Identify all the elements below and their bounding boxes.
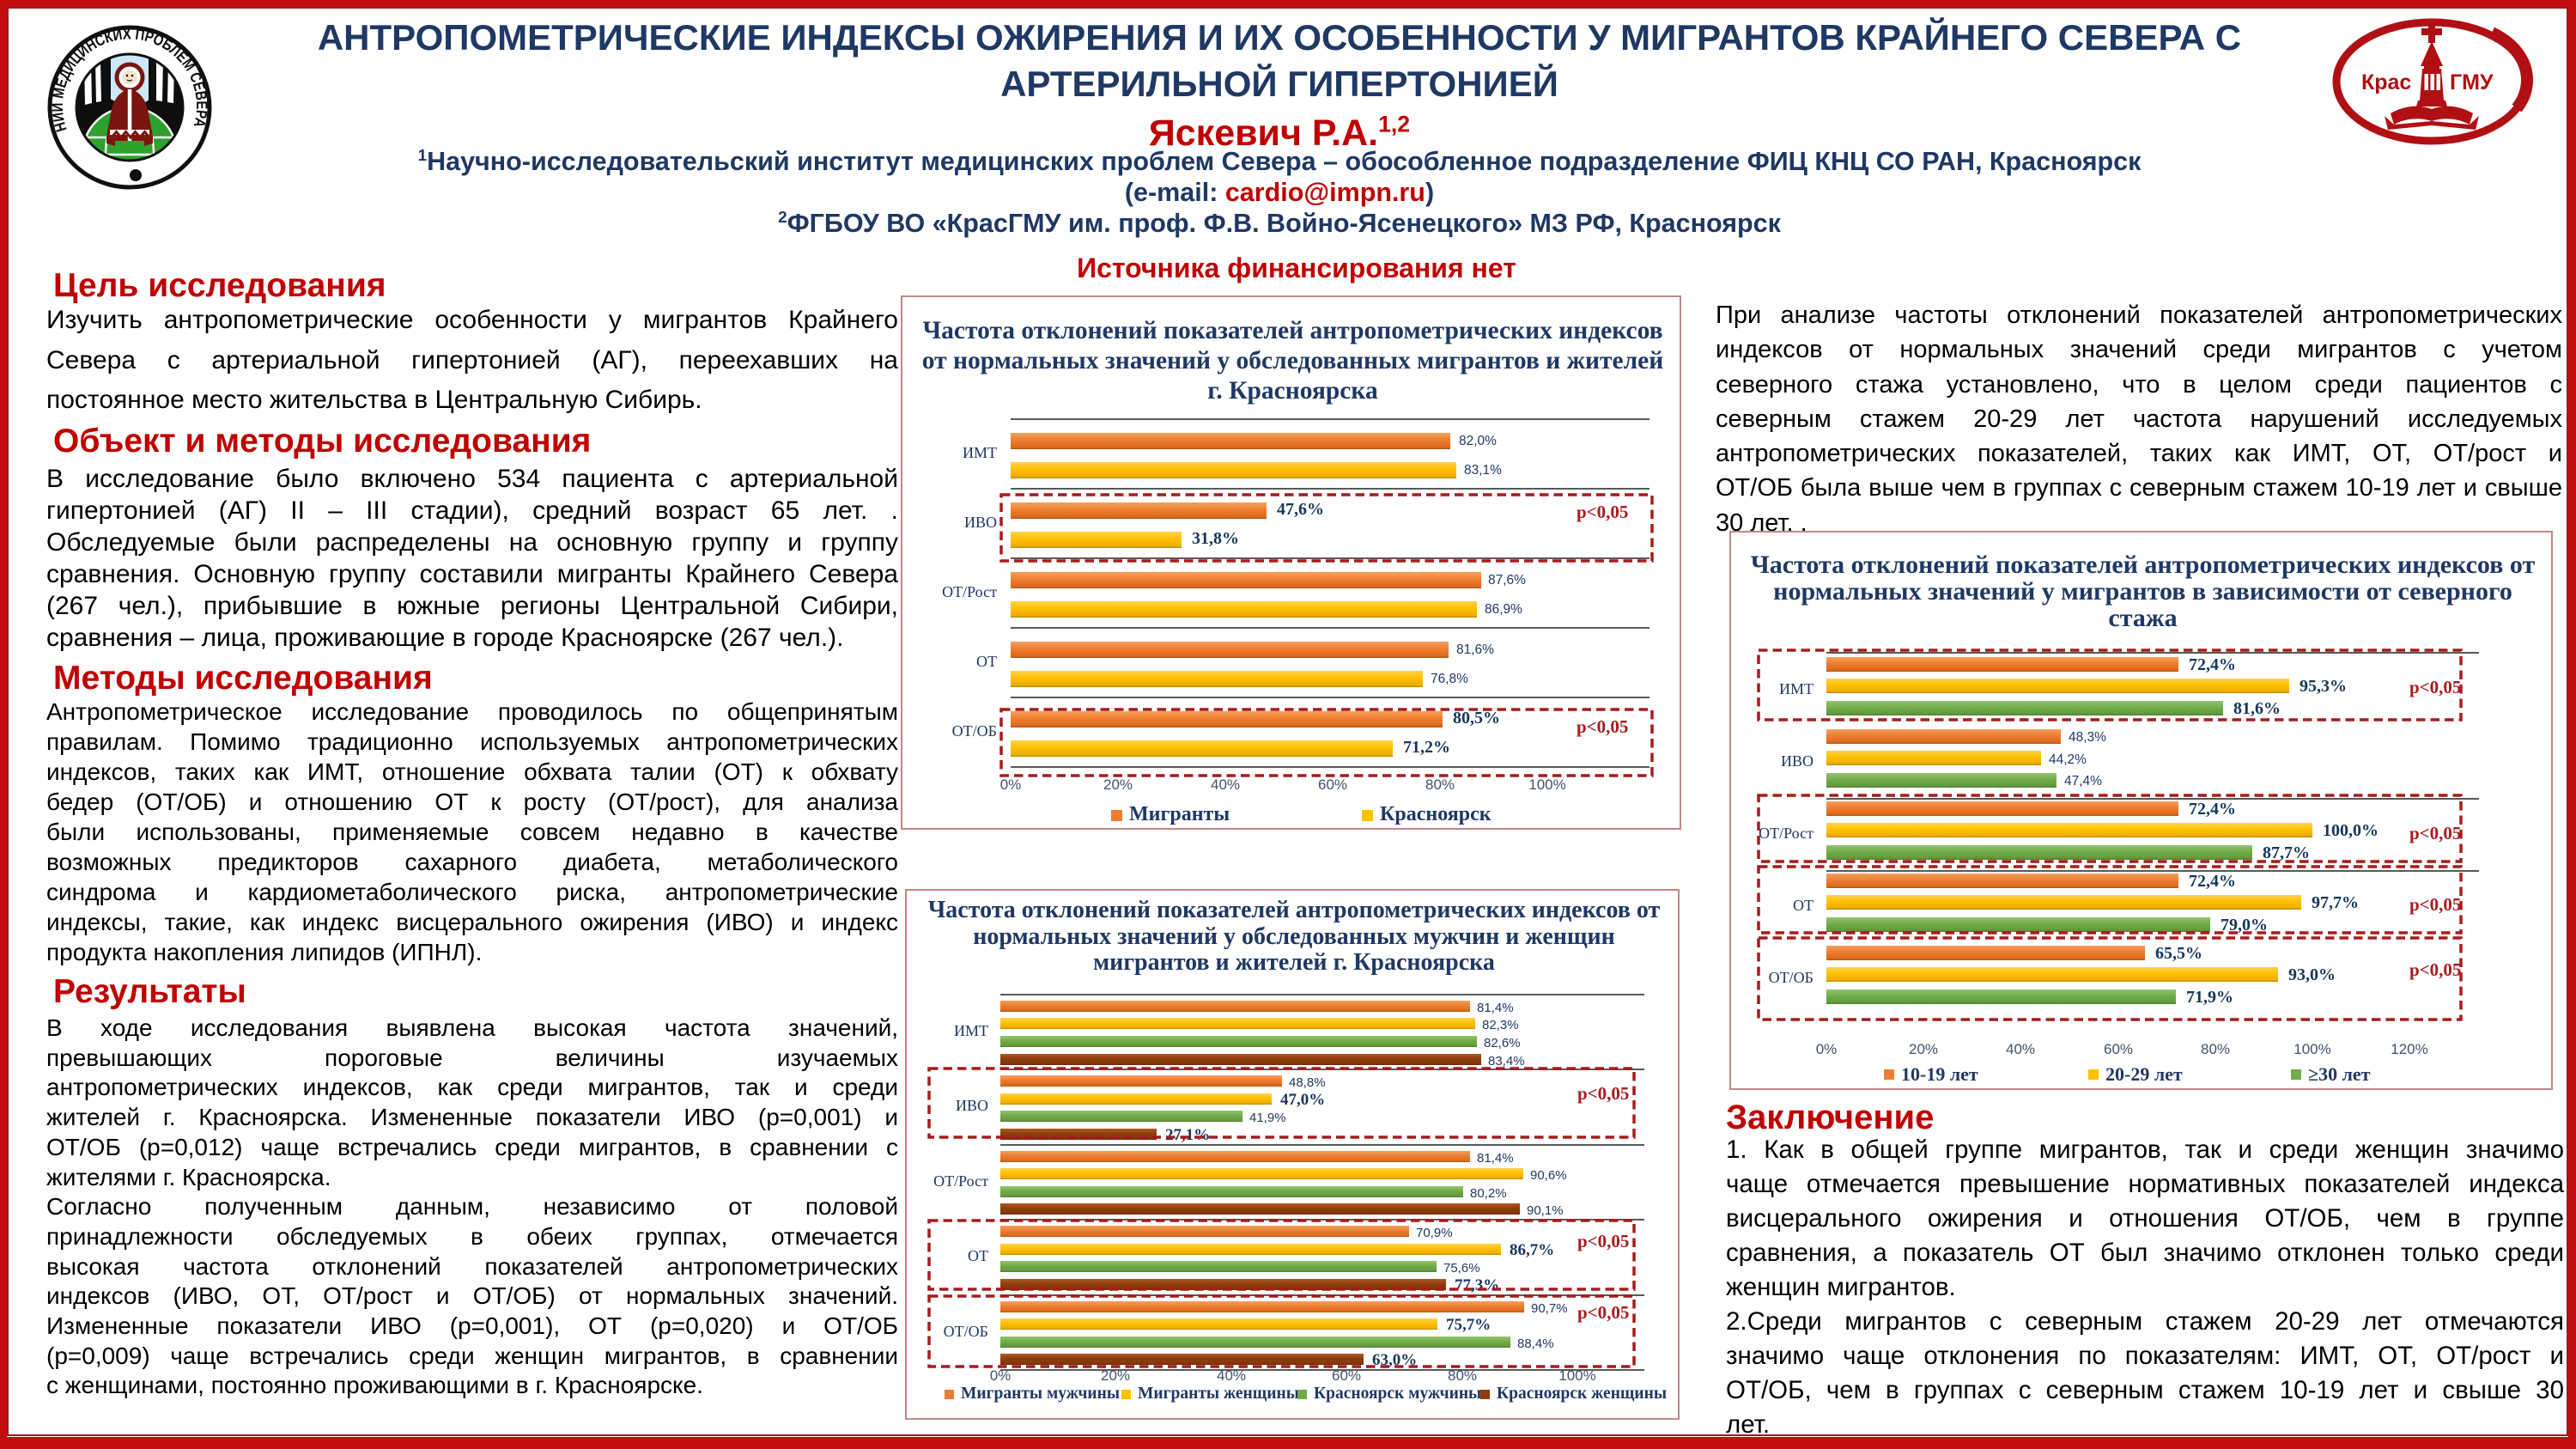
svg-text:Крас: Крас — [2361, 70, 2411, 94]
svg-text:ГМУ: ГМУ — [2450, 70, 2494, 94]
